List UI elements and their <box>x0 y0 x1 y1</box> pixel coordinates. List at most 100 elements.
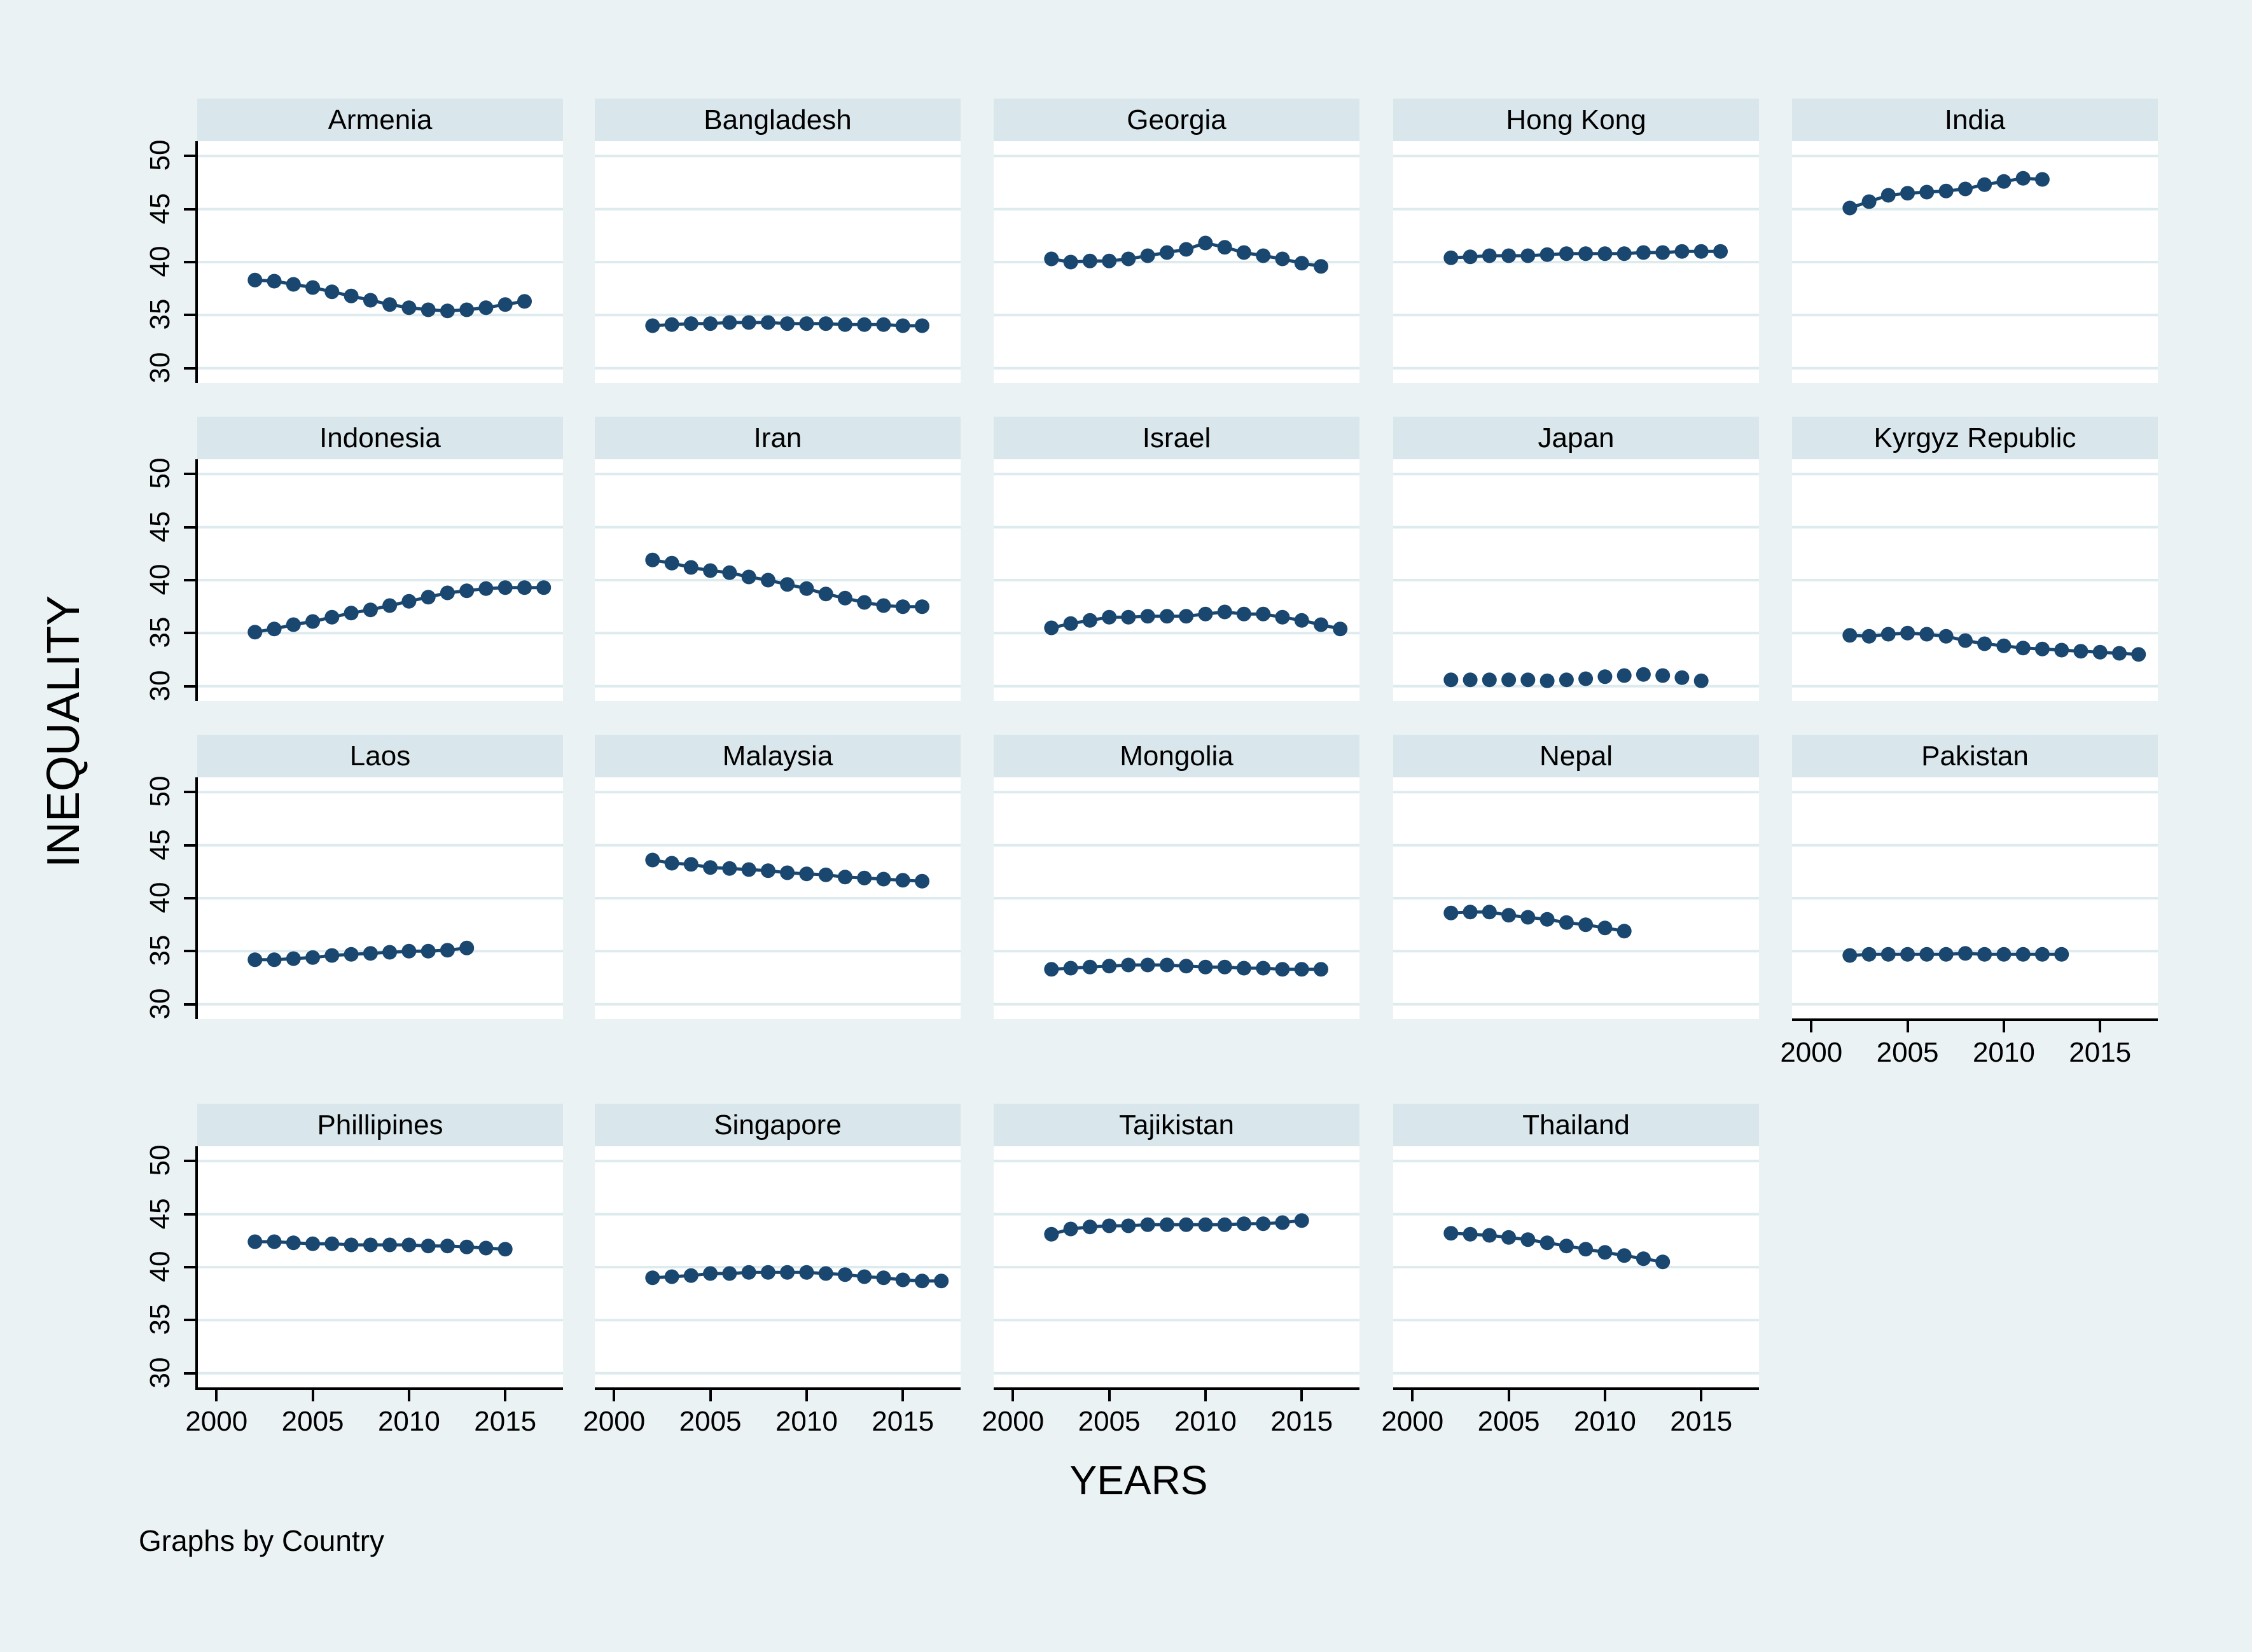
data-point <box>305 950 321 965</box>
y-tick-mark <box>184 1371 195 1375</box>
data-point <box>1082 613 1097 628</box>
data-point <box>1559 246 1574 261</box>
data-point <box>722 565 737 580</box>
data-point <box>382 297 398 312</box>
data-point <box>1275 609 1290 625</box>
data-point <box>1977 636 1992 651</box>
data-point <box>1616 246 1632 261</box>
subplot-bangladesh: Bangladesh <box>595 99 961 383</box>
data-point <box>2034 947 2050 962</box>
data-point <box>1044 1226 1059 1242</box>
data-point <box>1842 628 1858 643</box>
data-point <box>1501 672 1517 688</box>
data-point <box>1861 194 1877 209</box>
data-point <box>1443 1226 1459 1241</box>
y-tick-label: 50 <box>144 1144 176 1176</box>
y-tick-mark <box>184 632 195 635</box>
data-point <box>876 598 891 613</box>
data-point <box>1674 670 1690 685</box>
data-point <box>1655 1254 1671 1270</box>
data-point <box>1275 1215 1290 1230</box>
data-point <box>478 581 494 596</box>
x-tick-mark <box>709 1390 712 1401</box>
data-point <box>247 625 263 640</box>
data-point <box>857 870 872 885</box>
data-point <box>1333 621 1348 637</box>
data-point <box>286 277 301 292</box>
data-point <box>1861 947 1877 962</box>
data-point <box>1294 962 1309 977</box>
plot-area <box>1393 777 1759 1019</box>
subplot-singapore: Singapore 2000 2005 2010 2015 <box>583 1104 961 1437</box>
panel-title: Iran <box>595 417 961 459</box>
data-point <box>1275 251 1290 267</box>
x-axis-line <box>1792 1018 2158 1021</box>
data-point <box>1482 248 1497 263</box>
data-point <box>1578 671 1594 686</box>
data-point <box>1900 625 1915 641</box>
data-point <box>1880 188 1896 203</box>
data-point <box>421 302 436 317</box>
data-point <box>780 577 795 592</box>
data-point <box>2034 172 2050 187</box>
subplot-tajikistan: Tajikistan 2000 2005 2010 2015 <box>982 1104 1359 1437</box>
data-point <box>1919 947 1935 962</box>
data-point <box>1655 245 1671 260</box>
data-point <box>934 1274 949 1289</box>
data-point <box>760 1265 775 1280</box>
data-point <box>517 580 532 595</box>
data-point <box>1463 672 1478 688</box>
data-point <box>267 621 282 637</box>
data-point <box>247 1234 263 1249</box>
data-point <box>722 861 737 876</box>
data-point <box>1275 962 1290 977</box>
plot-area <box>1792 777 2158 1019</box>
data-point <box>363 946 378 961</box>
data-point <box>645 1270 660 1286</box>
plot-area <box>994 141 1359 383</box>
plot-area <box>197 141 563 383</box>
x-tick-label: 2000 <box>982 1406 1045 1437</box>
x-tick-label: 2015 <box>872 1406 935 1437</box>
data-point <box>1578 1242 1594 1257</box>
data-point <box>1140 248 1155 263</box>
y-axis-title: INEQUALITY <box>38 595 89 868</box>
panel-title: Hong Kong <box>1393 99 1759 141</box>
data-point <box>1063 254 1078 270</box>
x-tick-mark <box>504 1390 507 1401</box>
data-point <box>1597 669 1613 684</box>
panel-title: Georgia <box>994 99 1359 141</box>
data-point <box>1540 912 1555 927</box>
data-point <box>401 593 417 609</box>
subplot-pakistan: Pakistan 2000 2005 2010 2015 <box>1780 735 2158 1068</box>
series-line <box>254 586 544 634</box>
plot-area <box>197 777 563 1019</box>
data-point <box>1140 609 1155 624</box>
y-tick-mark <box>184 525 195 529</box>
x-tick-mark <box>1700 1390 1703 1401</box>
data-point <box>2015 947 2031 962</box>
y-tick-mark <box>184 473 195 476</box>
data-point <box>267 274 282 289</box>
data-point <box>1501 1230 1517 1245</box>
data-point <box>1655 668 1671 683</box>
data-point <box>760 863 775 878</box>
x-tick-label: 2010 <box>377 1406 440 1437</box>
data-point <box>1938 183 1954 198</box>
data-point <box>1520 910 1536 925</box>
data-point <box>1217 1217 1232 1232</box>
data-point <box>1140 957 1155 973</box>
data-point <box>1082 959 1097 975</box>
x-tick-label: 2000 <box>1381 1406 1444 1437</box>
data-point <box>1842 948 1858 963</box>
y-tick-mark <box>184 843 195 847</box>
data-point <box>1044 251 1059 267</box>
panel-title: Singapore <box>595 1104 961 1146</box>
data-point <box>1540 1235 1555 1251</box>
data-point <box>1463 249 1478 265</box>
panel-title: Tajikistan <box>994 1104 1359 1146</box>
data-point <box>324 948 340 963</box>
data-point <box>1236 606 1251 621</box>
data-point <box>895 1272 910 1288</box>
data-point <box>1957 633 1973 648</box>
